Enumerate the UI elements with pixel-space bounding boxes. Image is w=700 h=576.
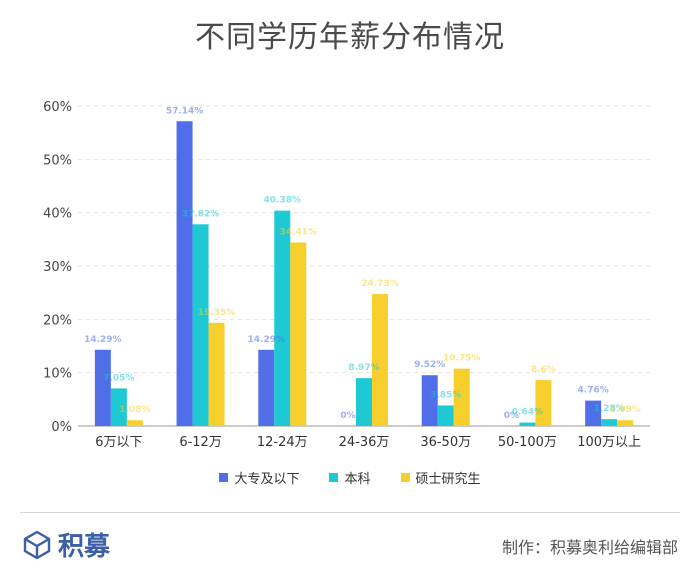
bar[interactable]: [258, 349, 275, 426]
data-label: 7.05%: [103, 373, 134, 383]
bar[interactable]: [192, 224, 209, 426]
bar[interactable]: [372, 294, 388, 426]
data-label: 34.41%: [280, 227, 318, 237]
bars: [94, 121, 634, 427]
data-label: 0.64%: [512, 408, 543, 418]
credit-text: 制作：积募奥利给编辑部: [501, 538, 678, 557]
data-label: 3.85%: [430, 390, 461, 400]
x-tick-label: 24-36万: [339, 435, 390, 450]
x-axis-ticks: 6万以下 6-12万 12-24万 24-36万 36-50万 50-100万 100万以上: [95, 435, 641, 450]
data-label: 14.29%: [84, 335, 122, 345]
legend-item-series-2[interactable]: 本科: [329, 468, 371, 487]
legend-swatch: [329, 473, 339, 482]
y-axis-ticks: 0% 10% 20% 30% 40% 50% 60%: [43, 100, 72, 435]
bar[interactable]: [126, 420, 143, 426]
y-tick-label: 50%: [43, 153, 72, 168]
x-tick-label: 12-24万: [257, 435, 308, 450]
bar[interactable]: [617, 420, 634, 426]
data-label: 19.35%: [198, 308, 236, 318]
legend-label: 硕士研究生: [415, 472, 481, 487]
legend-item-series-3[interactable]: 硕士研究生: [400, 468, 481, 487]
bar[interactable]: [274, 210, 291, 426]
y-tick-label: 40%: [43, 207, 72, 222]
bar[interactable]: [437, 405, 454, 426]
x-tick-label: 36-50万: [420, 435, 471, 450]
data-label: 0%: [340, 411, 355, 421]
data-label: 10.75%: [443, 354, 481, 364]
bar[interactable]: [94, 349, 111, 426]
legend-label: 大专及以下: [234, 472, 300, 487]
bar-chart: 0% 10% 20% 30% 40% 50% 60% 14.29% 7.05% 1.08% 57.…: [43, 100, 650, 450]
bar[interactable]: [585, 400, 602, 426]
legend-item-series-1[interactable]: 大专及以下: [219, 468, 299, 487]
data-label: 57.14%: [166, 106, 204, 116]
legend-label: 本科: [344, 472, 371, 487]
bar[interactable]: [176, 121, 193, 427]
grid-lines: [78, 105, 650, 427]
data-label: 1.28%: [594, 404, 625, 414]
data-label: 0%: [504, 411, 519, 421]
footer-divider: [20, 512, 680, 513]
legend: 大专及以下 本科 硕士研究生: [0, 468, 700, 487]
cube-logo-icon: [23, 530, 51, 559]
legend-swatch: [219, 473, 229, 482]
y-tick-label: 30%: [43, 260, 72, 275]
bar[interactable]: [208, 322, 225, 426]
x-tick-label: 50-100万: [498, 435, 557, 450]
data-label: 14.29%: [248, 335, 286, 345]
y-tick-label: 60%: [43, 100, 72, 115]
y-tick-label: 0%: [51, 420, 72, 435]
y-tick-label: 10%: [43, 367, 72, 382]
data-label: 9.52%: [414, 360, 445, 370]
y-tick-label: 20%: [43, 313, 72, 328]
data-label: 4.76%: [578, 386, 609, 396]
data-label: 1.08%: [610, 405, 641, 415]
chart-title: 不同学历年薪分布情况: [195, 20, 505, 55]
data-label: 1.08%: [119, 405, 150, 415]
data-label: 8.97%: [348, 363, 379, 373]
bar[interactable]: [453, 368, 470, 426]
bar[interactable]: [421, 375, 438, 426]
legend-swatch: [400, 473, 410, 482]
data-label: 8.6%: [531, 365, 556, 375]
data-label: 40.38%: [264, 196, 302, 206]
x-tick-label: 100万以上: [577, 435, 641, 450]
brand-logo: 积募: [22, 526, 110, 563]
logo-text: 积募: [58, 532, 111, 562]
bar[interactable]: [290, 242, 307, 426]
bar[interactable]: [535, 380, 552, 426]
data-label: 24.73%: [361, 279, 399, 289]
bar[interactable]: [356, 378, 372, 426]
bar[interactable]: [601, 419, 618, 426]
bar[interactable]: [110, 388, 127, 426]
x-tick-label: 6万以下: [95, 435, 142, 450]
bar[interactable]: [519, 422, 536, 426]
data-label: 37.82%: [182, 209, 220, 219]
data-labels: 14.29% 7.05% 1.08% 57.14% 37.82% 19.35% 14.29%…: [84, 106, 641, 421]
x-tick-label: 6-12万: [179, 435, 222, 450]
